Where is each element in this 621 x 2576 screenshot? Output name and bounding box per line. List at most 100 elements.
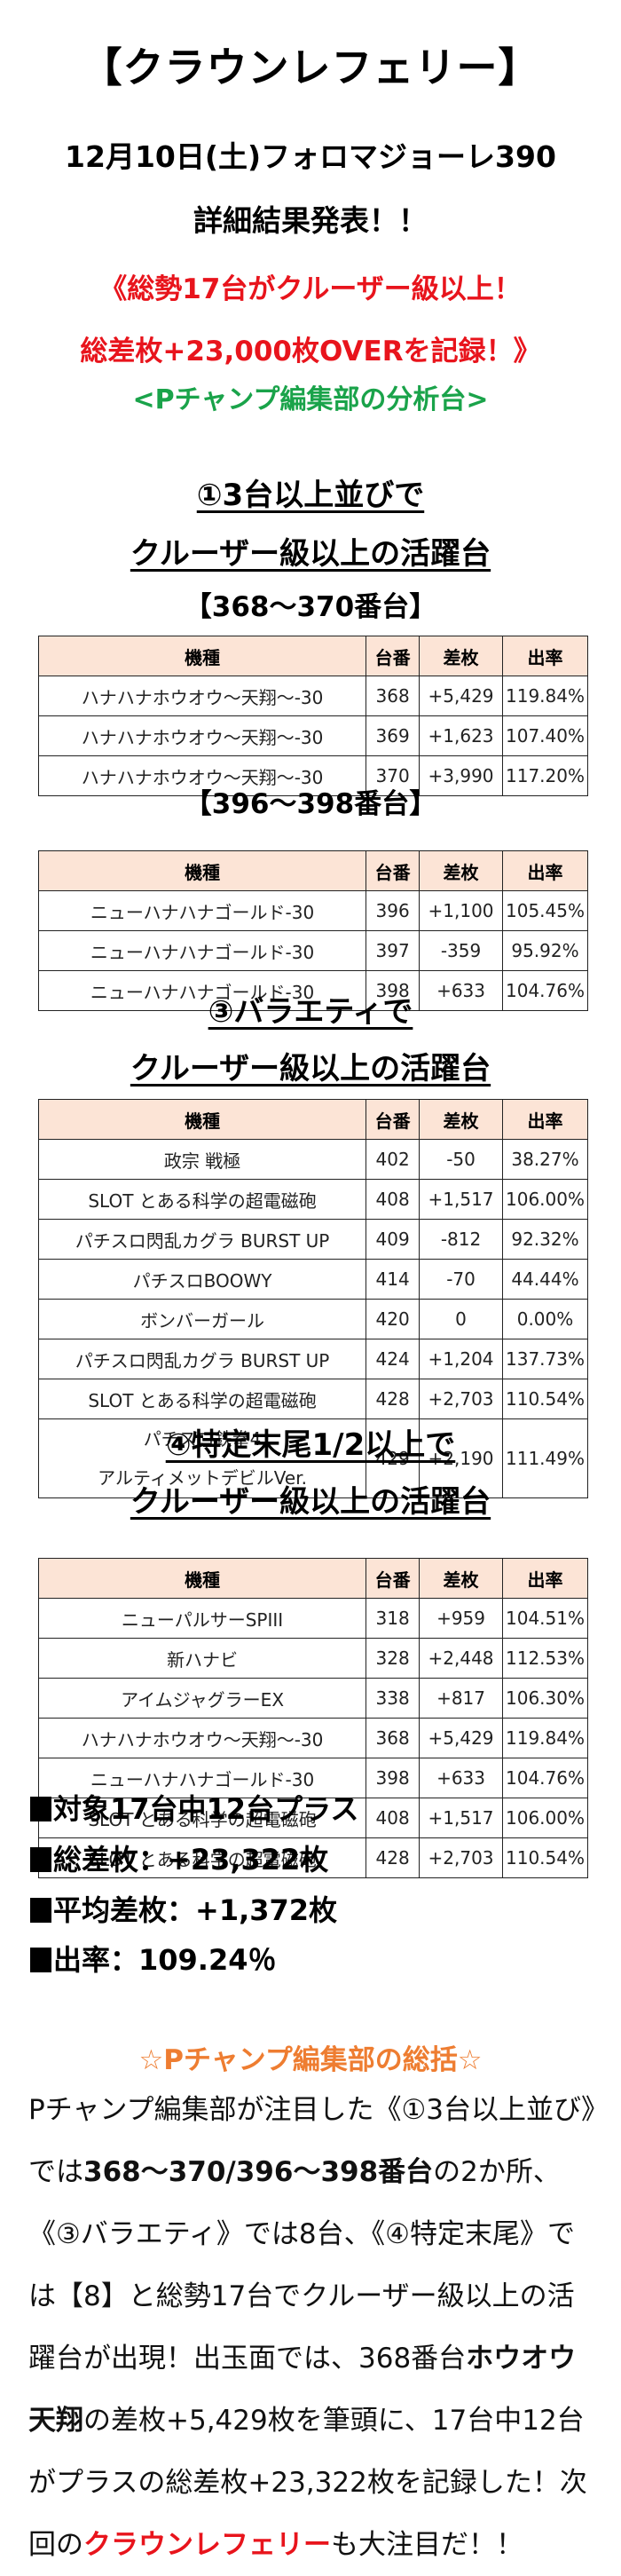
- diff-cell: +5,429: [419, 676, 503, 716]
- section-3-title-line-1: ③バラエティで: [208, 994, 413, 1030]
- bullet-square-icon: [30, 1797, 51, 1821]
- bullet-square-icon: [30, 1948, 51, 1972]
- col-header-rate: 出率: [502, 636, 588, 676]
- machine-cell: SLOT とある科学の超電磁砲: [37, 1379, 367, 1419]
- number-cell: 396: [366, 890, 421, 931]
- machine-cell: ニューハナハナゴールド-30: [37, 1758, 367, 1798]
- number-cell: 368: [366, 676, 421, 716]
- col-header-rate: 出率: [502, 1099, 588, 1140]
- bullet-square-icon: [30, 1898, 51, 1923]
- diff-cell: -812: [419, 1219, 503, 1260]
- machine-cell: ハナハナホウオウ～天翔～-30: [37, 715, 367, 756]
- table-header-row: 機種 台番 差枚 出率: [37, 850, 588, 891]
- table-row: ニューパルサーSPIII 318 +959 104.51%: [37, 1598, 588, 1639]
- summary-paragraph: Pチャンプ編集部が注目した《①3台以上並び》では368～370/396～398番…: [28, 2094, 595, 2561]
- rate-cell: 119.84%: [502, 676, 588, 716]
- headline-line-1: 《総勢17台がクルーザー級以上！: [99, 273, 522, 305]
- table-row: 新ハナビ 328 +2,448 112.53%: [37, 1638, 588, 1679]
- machine-cell: ニューハナハナゴールド-30: [37, 970, 367, 1011]
- rate-cell: 44.44%: [502, 1259, 588, 1300]
- table-header-row: 機種 台番 差枚 出率: [37, 636, 588, 676]
- number-cell: 424: [366, 1339, 421, 1379]
- machine-name-line-1: パチスロ鉄拳4: [143, 1428, 262, 1450]
- results-table-variety: 機種 台番 差枚 出率 政宗 戦極 402 -50 38.27% SLOT とあ…: [37, 1099, 588, 1498]
- section-3-title-line-2: クルーザー級以上の活躍台: [130, 1051, 491, 1087]
- range-label-368-370: 【368～370番台】: [184, 591, 437, 623]
- headline-line-2: 総差枚+23,000枚OVERを記録！》: [80, 336, 541, 367]
- diff-cell: +5,429: [419, 1718, 503, 1758]
- col-header-diff: 差枚: [419, 1099, 503, 1140]
- machine-cell: ボンバーガール: [37, 1299, 367, 1339]
- machine-cell: 新ハナビ: [37, 1638, 367, 1679]
- col-header-machine: 機種: [37, 1099, 367, 1140]
- number-cell: 402: [366, 1139, 421, 1180]
- diff-cell: +2,703: [419, 1379, 503, 1419]
- diff-cell: +633: [419, 970, 503, 1011]
- col-header-diff: 差枚: [419, 850, 503, 891]
- rate-cell: 38.27%: [502, 1139, 588, 1180]
- col-header-machine: 機種: [37, 636, 367, 676]
- table-row: SLOT とある科学の超電磁砲 408 +1,517 106.00%: [37, 1179, 588, 1220]
- number-cell: 428: [366, 1837, 421, 1878]
- table-row: SLOT とある科学の超電磁砲 428 +2,703 110.54%: [37, 1379, 588, 1419]
- col-header-machine: 機種: [37, 850, 367, 891]
- machine-cell: ニューハナハナゴールド-30: [37, 890, 367, 931]
- number-cell: 370: [366, 755, 421, 796]
- diff-cell: +2,190: [419, 1418, 503, 1498]
- diff-cell: -50: [419, 1139, 503, 1180]
- col-header-rate: 出率: [502, 1558, 588, 1599]
- number-cell: 338: [366, 1678, 421, 1719]
- diff-cell: +3,990: [419, 755, 503, 796]
- table-row: ニューハナハナゴールド-30 397 -359 95.92%: [37, 930, 588, 971]
- table-row: ハナハナホウオウ～天翔～-30 369 +1,623 107.40%: [37, 715, 588, 756]
- rate-cell: 137.73%: [502, 1339, 588, 1379]
- section-1-title-line-1: ①3台以上並びで: [196, 478, 425, 513]
- number-cell: 409: [366, 1219, 421, 1260]
- col-header-number: 台番: [366, 636, 421, 676]
- diff-cell: +959: [419, 1598, 503, 1639]
- rate-cell: 119.84%: [502, 1718, 588, 1758]
- table-row: ハナハナホウオウ～天翔～-30 368 +5,429 119.84%: [37, 676, 588, 716]
- machine-name-line-2: アルティメットデビルVer.: [98, 1467, 307, 1489]
- table-row: パチスロ閃乱カグラ BURST UP 424 +1,204 137.73%: [37, 1339, 588, 1379]
- rate-cell: 106.30%: [502, 1678, 588, 1719]
- machine-cell: 政宗 戦極: [37, 1139, 367, 1180]
- machine-cell: パチスロ閃乱カグラ BURST UP: [37, 1339, 367, 1379]
- table-row: ニューハナハナゴールド-30 398 +633 104.76%: [37, 1758, 588, 1798]
- rate-cell: 117.20%: [502, 755, 588, 796]
- rate-cell: 112.53%: [502, 1638, 588, 1679]
- number-cell: 414: [366, 1259, 421, 1300]
- rate-cell: 106.00%: [502, 1798, 588, 1838]
- rate-cell: 111.49%: [502, 1418, 588, 1498]
- machine-cell: ハナハナホウオウ～天翔～-30: [37, 755, 367, 796]
- diff-cell: +1,517: [419, 1179, 503, 1220]
- machine-cell: SLOT とある科学の超電磁砲: [37, 1179, 367, 1220]
- rate-cell: 104.76%: [502, 970, 588, 1011]
- diff-cell: -359: [419, 930, 503, 971]
- rate-cell: 107.40%: [502, 715, 588, 756]
- table-row: ボンバーガール 420 0 0.00%: [37, 1299, 588, 1339]
- col-header-number: 台番: [366, 1099, 421, 1140]
- diff-cell: +2,703: [419, 1837, 503, 1878]
- table-row: 政宗 戦極 402 -50 38.27%: [37, 1139, 588, 1180]
- analysis-subtitle: <Pチャンプ編集部の分析台>: [132, 384, 489, 415]
- machine-cell: ハナハナホウオウ～天翔～-30: [37, 676, 367, 716]
- section-1-title-line-2: クルーザー級以上の活躍台: [130, 536, 491, 572]
- machine-cell: アイムジャグラーEX: [37, 1678, 367, 1719]
- rate-cell: 95.92%: [502, 930, 588, 971]
- diff-cell: +1,623: [419, 715, 503, 756]
- diff-cell: -70: [419, 1259, 503, 1300]
- table-row: パチスロBOOWY 414 -70 44.44%: [37, 1259, 588, 1300]
- rate-cell: 0.00%: [502, 1299, 588, 1339]
- table-row: ハナハナホウオウ～天翔～-30 370 +3,990 117.20%: [37, 755, 588, 796]
- number-cell: 398: [366, 1758, 421, 1798]
- machine-cell: ニューハナハナゴールド-30: [37, 930, 367, 971]
- number-cell: 420: [366, 1299, 421, 1339]
- number-cell: 428: [366, 1379, 421, 1419]
- range-label-396-398: 【396～398番台】: [184, 788, 437, 820]
- col-header-rate: 出率: [502, 850, 588, 891]
- rate-cell: 110.54%: [502, 1379, 588, 1419]
- number-cell: 328: [366, 1638, 421, 1679]
- col-header-diff: 差枚: [419, 636, 503, 676]
- rate-cell: 105.45%: [502, 890, 588, 931]
